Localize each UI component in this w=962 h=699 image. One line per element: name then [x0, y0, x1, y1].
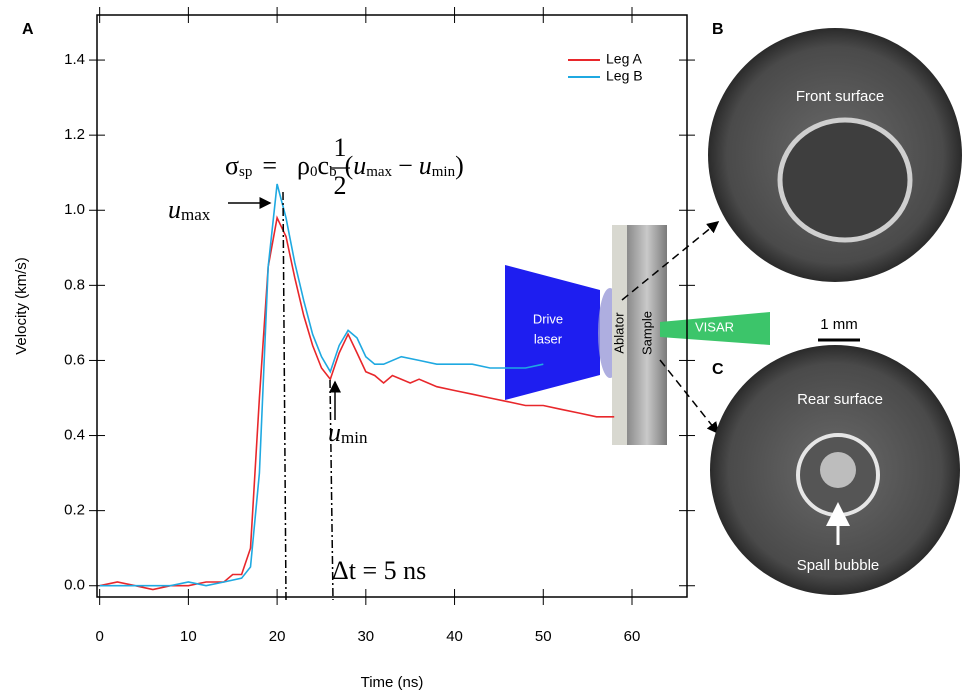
formula-part: σ	[225, 151, 239, 180]
legend-label: Leg B	[606, 68, 643, 84]
annotation: umax	[168, 195, 211, 224]
y-tick-label: 0.2	[64, 502, 85, 519]
legend-label: Leg A	[606, 51, 642, 67]
label: laser	[534, 331, 563, 346]
x-tick-label: 20	[269, 628, 286, 645]
formula-part: −	[398, 151, 413, 180]
y-tick-label: 1.0	[64, 201, 85, 218]
label: Drive	[533, 311, 563, 326]
formula-denominator: 2	[334, 171, 347, 200]
formula-part: (	[345, 151, 354, 180]
annotation: umin	[328, 418, 368, 447]
scale-label: 1 mm	[820, 316, 858, 333]
spall-core	[820, 452, 856, 488]
y-tick-label: 0.4	[64, 427, 85, 444]
series-line	[99, 183, 544, 587]
formula-part: b	[329, 164, 337, 180]
x-tick-label: 10	[180, 628, 197, 645]
series-line	[99, 215, 615, 591]
formula-part: max	[366, 164, 392, 180]
x-axis-title: Time (ns)	[361, 674, 424, 691]
y-tick-label: 1.4	[64, 51, 85, 68]
formula-part: u	[353, 151, 366, 180]
formula-part: min	[432, 164, 456, 180]
y-tick-label: 0.6	[64, 351, 85, 368]
x-tick-label: 0	[95, 628, 103, 645]
plot-frame	[96, 14, 688, 598]
x-tick-label: 50	[535, 628, 552, 645]
formula-part: c	[318, 151, 330, 180]
x-tick-label: 30	[357, 628, 374, 645]
formula-part: ρ	[297, 151, 310, 180]
image-label: Rear surface	[797, 391, 883, 408]
formula-part: sp	[239, 164, 252, 180]
y-tick-label: 0.8	[64, 276, 85, 293]
text-part: max	[181, 205, 211, 224]
image-label: Front surface	[796, 88, 884, 105]
panel-label: B	[712, 21, 724, 38]
arrow	[621, 221, 720, 301]
formula-part: 0	[310, 164, 318, 180]
text-part: min	[341, 428, 368, 447]
image-label: Spall bubble	[797, 557, 880, 574]
ablator	[612, 225, 627, 445]
arrow	[659, 359, 719, 435]
guide-line	[329, 379, 334, 601]
label: Ablator	[611, 312, 626, 354]
drive-laser-beam	[505, 265, 600, 400]
y-tick-label: 0.0	[64, 577, 85, 594]
x-tick-label: 60	[624, 628, 641, 645]
text-part: u	[328, 418, 341, 447]
guide-line	[282, 191, 287, 601]
label: Sample	[639, 311, 654, 355]
panel-label: A	[22, 21, 34, 38]
annotation: Δt = 5 ns	[332, 556, 426, 585]
y-axis-title: Velocity (km/s)	[13, 257, 30, 355]
formula-part: =	[262, 151, 277, 180]
formula: σsp = ρ0cb (umax − umin)	[225, 151, 464, 180]
label: VISAR	[695, 319, 734, 334]
formula-part: u	[419, 151, 432, 180]
panel-label: C	[712, 361, 724, 378]
formula-numerator: 1	[334, 133, 347, 162]
crater	[777, 117, 913, 243]
formula-part: )	[455, 151, 464, 180]
text-part: u	[168, 195, 181, 224]
x-tick-label: 40	[446, 628, 463, 645]
y-tick-label: 1.2	[64, 126, 85, 143]
